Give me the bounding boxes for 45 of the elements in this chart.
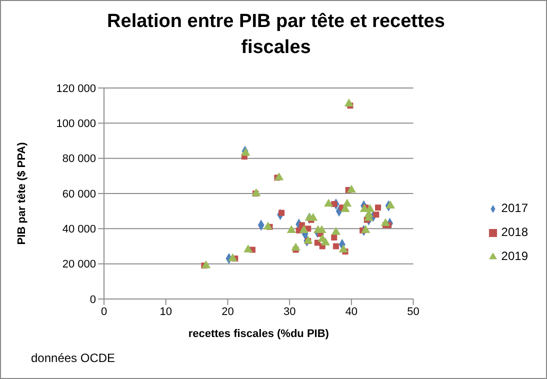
point xyxy=(278,210,285,216)
y-tick-label: 20 000 xyxy=(62,258,96,271)
point xyxy=(244,244,253,252)
point xyxy=(346,184,356,193)
point xyxy=(252,188,261,196)
point xyxy=(324,198,334,207)
point xyxy=(331,234,338,240)
point xyxy=(263,222,272,230)
legend-label: 2019 xyxy=(501,249,528,263)
point xyxy=(344,98,354,106)
x-tick-label: 10 xyxy=(160,306,172,318)
point xyxy=(342,198,352,207)
chart-title: Relation entre PIB par tête et recettes fiscales xyxy=(106,10,446,60)
point xyxy=(338,244,348,252)
point xyxy=(386,200,395,208)
y-tick-label: 120 000 xyxy=(56,82,96,95)
point xyxy=(332,243,339,250)
x-tick-label: 20 xyxy=(222,306,234,318)
point xyxy=(375,204,382,211)
point xyxy=(380,218,390,226)
text: données OCDE xyxy=(31,351,116,365)
y-axis-title: PIB par tête ($ PPA) xyxy=(16,142,28,245)
x-tick-label: 40 xyxy=(345,306,358,318)
point xyxy=(274,172,284,180)
x-tick-label: 50 xyxy=(407,306,420,318)
point xyxy=(331,201,338,208)
x-tick-label: 0 xyxy=(100,306,108,318)
y-tick-label: 80 000 xyxy=(62,153,96,166)
legend-label: 2017 xyxy=(501,201,528,215)
x-axis-title: recettes fiscales (%du PIB) xyxy=(188,328,330,340)
point xyxy=(202,260,211,268)
y-tick-label: 60 000 xyxy=(62,188,96,200)
point xyxy=(308,212,318,221)
legend-label: 2018 xyxy=(501,225,528,239)
x-tick-label: 30 xyxy=(283,306,296,318)
point xyxy=(373,212,380,218)
point xyxy=(299,225,308,234)
point xyxy=(331,226,341,235)
y-tick-label: 100 000 xyxy=(56,118,96,130)
y-tick-label: 40 000 xyxy=(62,224,96,236)
point xyxy=(361,225,370,234)
point xyxy=(291,242,300,251)
point xyxy=(286,225,296,234)
y-tick-label: 0 xyxy=(90,294,96,306)
point xyxy=(228,253,238,262)
